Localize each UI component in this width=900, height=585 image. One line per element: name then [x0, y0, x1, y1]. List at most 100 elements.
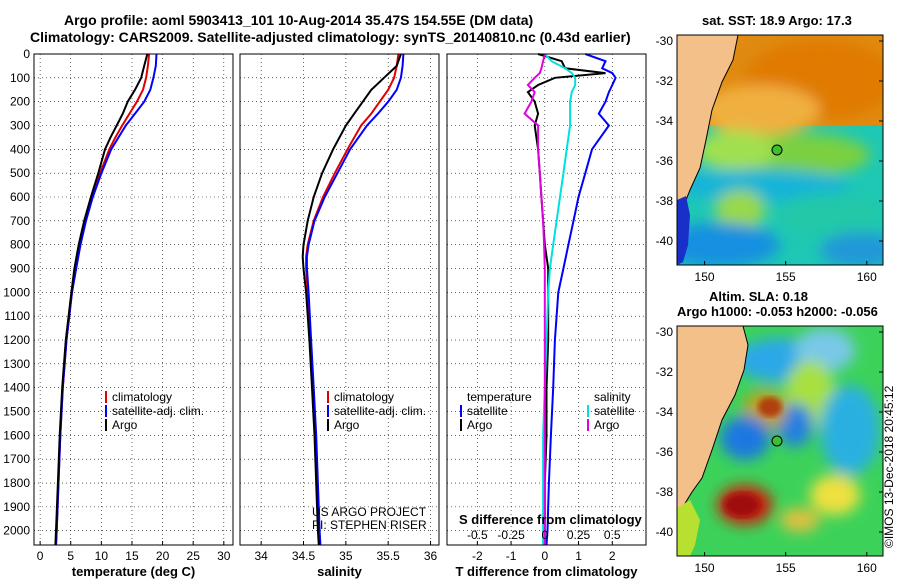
map-y-tick-label: -36	[656, 154, 674, 168]
series-line	[542, 53, 577, 545]
depth-tick-label: 100	[10, 71, 30, 85]
watermark: ©IMOS 13-Dec-2018 20:45:12	[882, 385, 896, 548]
sla-argo-marker	[771, 435, 783, 447]
depth-tick-label: 1600	[3, 428, 30, 442]
depth-tick-label: 700	[10, 214, 30, 228]
series-line	[545, 53, 617, 546]
depth-tick-label: 0	[23, 47, 30, 61]
x-tick-label: 10	[95, 549, 109, 563]
title-line-2: Climatology: CARS2009. Satellite-adjuste…	[30, 29, 631, 45]
x-tick-label: 35	[339, 549, 353, 563]
map-y-tick-label: -32	[656, 365, 674, 379]
x-tick-label: 15	[125, 549, 139, 563]
depth-tick-label: 1200	[3, 333, 30, 347]
sst-map-title: sat. SST: 18.9 Argo: 17.3	[702, 13, 852, 28]
series-line	[305, 53, 405, 546]
depth-tick-label: 600	[10, 190, 30, 204]
temperature-panel: 0 5 10 15 20 25 30 temperature (deg C)	[33, 53, 234, 579]
x-tick-label: 5	[67, 549, 74, 563]
sst-map-ticks: 150 155 160 -30 -32 -34 -36 -38 -40	[656, 34, 883, 284]
legend-t-argo: Argo	[467, 418, 493, 432]
sla-map-ticks: 150 155 160 -30 -32 -34 -36 -38 -40	[656, 325, 883, 575]
depth-tick-label: 2000	[3, 524, 30, 538]
legend-t-satellite: satellite	[467, 404, 508, 418]
x-axis-label: salinity	[317, 564, 363, 579]
map-x-tick-label: 160	[857, 561, 877, 575]
legend-argo: Argo	[112, 418, 138, 432]
x-axis-label: temperature (deg C)	[72, 564, 196, 579]
series-line	[301, 53, 402, 546]
x-tick-label: 34.5	[292, 549, 316, 563]
map-y-tick-label: -34	[656, 114, 674, 128]
map-y-tick-label: -32	[656, 74, 674, 88]
legend-argo: Argo	[334, 418, 360, 432]
legend-climatology: climatology	[112, 390, 172, 404]
map-x-tick-label: 160	[857, 270, 877, 284]
x-tick-label: 34	[254, 549, 268, 563]
map-x-tick-label: 155	[776, 561, 796, 575]
depth-tick-label: 900	[10, 262, 30, 276]
map-y-tick-label: -30	[656, 34, 674, 48]
legend-s-satellite: satellite	[594, 404, 635, 418]
legend-satellite: satellite-adj. clim.	[112, 404, 204, 418]
sst-argo-marker	[771, 144, 783, 156]
x-tick-label: -1	[506, 549, 517, 563]
depth-tick-label: 1500	[3, 405, 30, 419]
depth-tick-label: 500	[10, 166, 30, 180]
depth-tick-label: 1400	[3, 381, 30, 395]
map-x-tick-label: 150	[695, 561, 715, 575]
depth-tick-label: 1700	[3, 452, 30, 466]
legend-satellite: satellite-adj. clim.	[334, 404, 426, 418]
depth-tick-label: 400	[10, 142, 30, 156]
salinity-panel: 34 34.5 35 35.5 36 salinity	[239, 53, 440, 579]
s-tick-label: 0	[541, 528, 548, 542]
depth-tick-label: 1000	[3, 285, 30, 299]
depth-tick-label: 800	[10, 238, 30, 252]
s-tick-label: -0.5	[467, 528, 488, 542]
series-line	[523, 53, 546, 545]
depth-axis-labels: 0 100 200 300 400 500 600 700 800 900 1000 1100 1200…	[3, 47, 30, 538]
s-tick-label: -0.25	[497, 528, 525, 542]
sst-field	[677, 35, 883, 265]
depth-tick-label: 1300	[3, 357, 30, 371]
s-tick-label: 0.25	[567, 528, 591, 542]
x-tick-label: 25	[187, 549, 201, 563]
map-y-tick-label: -36	[656, 445, 674, 459]
depth-tick-label: 200	[10, 95, 30, 109]
salinity-legend: climatology satellite-adj. clim. Argo US…	[312, 390, 427, 532]
x-tick-label: 35.5	[377, 549, 401, 563]
x-tick-label: 2	[609, 549, 616, 563]
plot-frame	[446, 53, 647, 546]
difference-legend: temperature satellite Argo salinity sate…	[459, 390, 643, 527]
x-tick-label: 0	[37, 549, 44, 563]
map-y-tick-label: -34	[656, 405, 674, 419]
legend-salinity-title: salinity	[594, 390, 631, 404]
plot-frame	[239, 53, 440, 546]
x-axis-label: T difference from climatology	[455, 564, 638, 579]
title-line-1: Argo profile: aoml 5903413_101 10-Aug-20…	[64, 12, 533, 28]
x-tick-label: 36	[424, 549, 438, 563]
temperature-legend: climatology satellite-adj. clim. Argo	[105, 390, 204, 432]
map-x-tick-label: 150	[695, 270, 715, 284]
credit-line-2: PI: STEPHEN RISER	[312, 518, 427, 532]
x-tick-label: 0	[541, 549, 548, 563]
series-line	[305, 53, 400, 546]
map-y-tick-label: -30	[656, 325, 674, 339]
legend-climatology: climatology	[334, 390, 394, 404]
series-line	[54, 53, 149, 546]
map-y-tick-label: -38	[656, 194, 674, 208]
depth-tick-label: 1100	[4, 309, 30, 323]
difference-panel: -2 -1 0 1 2T difference from climatology -0.5…	[446, 53, 647, 579]
map-y-tick-label: -40	[656, 234, 674, 248]
legend-temperature-title: temperature	[467, 390, 532, 404]
x-tick-label: 1	[575, 549, 582, 563]
s-tick-label: 0.5	[604, 528, 621, 542]
depth-tick-label: 1900	[3, 500, 30, 514]
s-difference-label: S difference from climatology	[459, 512, 643, 527]
plot-frame	[33, 53, 234, 546]
x-tick-label: -2	[472, 549, 483, 563]
sla-map: Altim. SLA: 0.18 Argo h1000: -0.053 h200…	[656, 289, 884, 575]
sla-map-subtitle: Argo h1000: -0.053 h2000: -0.056	[677, 304, 878, 319]
map-y-tick-label: -38	[656, 485, 674, 499]
